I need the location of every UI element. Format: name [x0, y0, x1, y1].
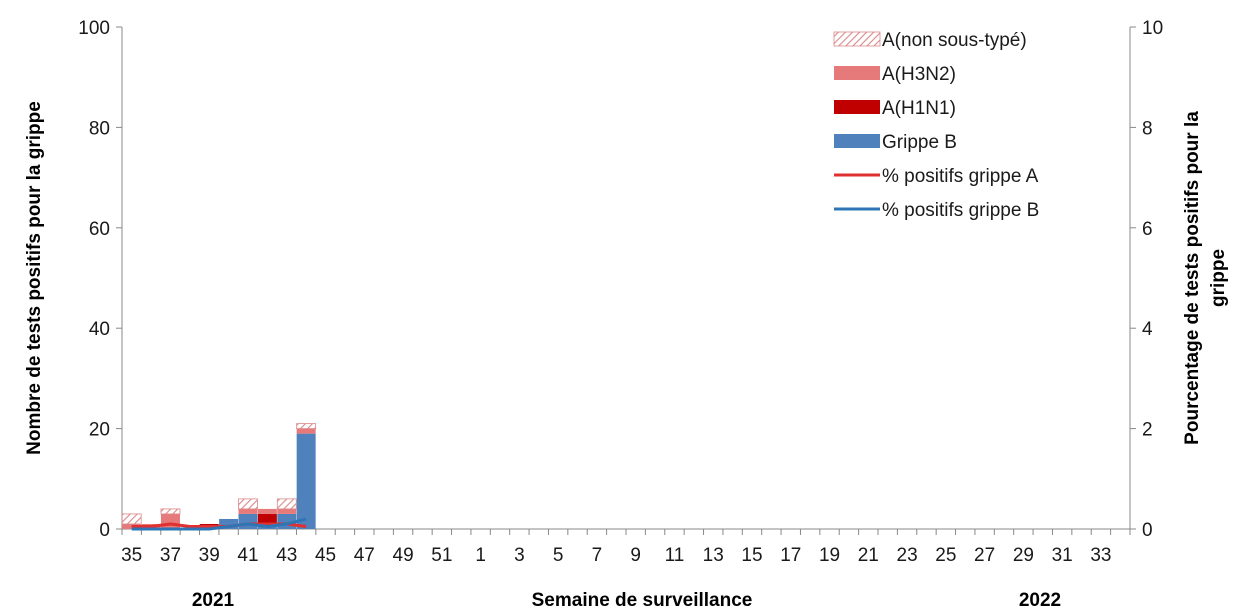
left-tick-label: 80 — [89, 118, 110, 139]
x-tick-label: 35 — [121, 545, 142, 566]
x-tick-label: 37 — [160, 545, 181, 566]
x-tick-label: 15 — [741, 545, 762, 566]
year-label-2022: 2022 — [1019, 590, 1061, 611]
right-axis-title-line2: grippe — [1208, 249, 1229, 307]
bar-segment — [160, 508, 181, 515]
right-axis-title-line1: Pourcentage de tests positifs pour la — [1182, 111, 1203, 445]
bar-segment — [296, 428, 316, 434]
right-tick-label: 6 — [1142, 219, 1153, 240]
bar-segment — [238, 498, 258, 510]
left-tick-label: 20 — [89, 420, 110, 441]
bar-segment — [238, 508, 258, 514]
series-line — [131, 517, 307, 531]
x-tick-label: 11 — [665, 545, 685, 566]
x-tick-label: 27 — [974, 545, 995, 566]
left-tick-label: 40 — [89, 319, 110, 340]
bar-segment — [238, 513, 258, 529]
legend-swatch — [834, 134, 880, 148]
legend-label: Grippe B — [882, 132, 957, 153]
bar-segment — [219, 518, 239, 529]
right-tick-label: 4 — [1142, 319, 1153, 340]
legend-swatch — [833, 31, 881, 47]
bar-segment — [277, 508, 297, 514]
x-tick-label: 23 — [897, 545, 918, 566]
legend-swatch — [834, 66, 880, 80]
x-tick-label: 7 — [592, 545, 603, 566]
left-axis-title: Nombre de tests positifs pour la grippe — [24, 101, 45, 455]
x-tick-label: 51 — [431, 545, 452, 566]
x-tick-label: 1 — [475, 545, 486, 566]
axes — [116, 26, 1136, 535]
legend: A(non sous-typé) A(H3N2) A(H1N1) Grippe B % … — [833, 30, 1039, 221]
x-tick-label: 21 — [858, 545, 879, 566]
x-tick-label: 33 — [1090, 545, 1111, 566]
bars — [121, 423, 317, 529]
left-tick-label: 60 — [89, 219, 110, 240]
bar-segment — [257, 513, 277, 524]
x-tick-label: 45 — [315, 545, 336, 566]
left-tick-label: 0 — [99, 520, 110, 541]
x-tick-label: 43 — [276, 545, 297, 566]
right-tick-label: 10 — [1142, 18, 1163, 39]
x-tick-label: 25 — [935, 545, 956, 566]
legend-label: % positifs grippe B — [882, 200, 1039, 221]
legend-label: % positifs grippe A — [882, 166, 1039, 187]
x-tick-label: 17 — [780, 545, 801, 566]
bar-segment — [121, 513, 142, 525]
x-tick-label: 19 — [819, 545, 840, 566]
bar-segment — [257, 508, 277, 514]
right-tick-label: 8 — [1142, 118, 1153, 139]
x-tick-label: 5 — [553, 545, 564, 566]
x-tick-label: 49 — [393, 545, 414, 566]
x-tick-label: 41 — [237, 545, 258, 566]
right-tick-label: 2 — [1142, 420, 1153, 441]
x-tick-label: 39 — [199, 545, 220, 566]
x-tick-label: 13 — [703, 545, 724, 566]
x-tick-label: 3 — [514, 545, 525, 566]
bar-segment — [296, 423, 317, 429]
legend-label: A(non sous-typé) — [882, 30, 1027, 51]
year-label-2021: 2021 — [192, 590, 235, 611]
bar-segment — [296, 433, 316, 529]
bar-segment — [160, 513, 180, 529]
lines — [131, 517, 307, 531]
right-tick-label: 0 — [1142, 520, 1153, 541]
bar-segment — [276, 498, 297, 510]
x-tick-label: 9 — [630, 545, 641, 566]
x-tick-label: 29 — [1013, 545, 1034, 566]
legend-label: A(H3N2) — [882, 64, 956, 85]
left-tick-label: 100 — [78, 18, 110, 39]
legend-label: A(H1N1) — [882, 98, 956, 119]
x-tick-label: 47 — [354, 545, 375, 566]
x-axis-title: Semaine de surveillance — [532, 590, 753, 611]
x-tick-label: 31 — [1052, 545, 1073, 566]
legend-swatch — [834, 100, 880, 114]
